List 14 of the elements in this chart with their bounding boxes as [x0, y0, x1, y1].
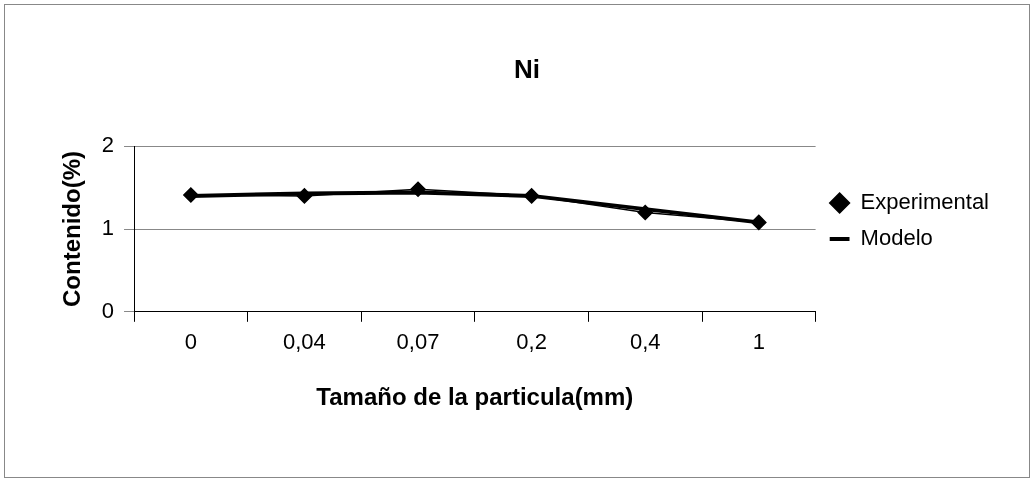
- y-tick-label: 0: [101, 297, 115, 323]
- x-tick-label: 0,04: [283, 329, 326, 355]
- x-axis-title: Tamaño de la particula(mm): [316, 383, 634, 411]
- y-tick-label: 2: [101, 132, 115, 158]
- x-tick-label: 1: [752, 329, 765, 355]
- legend-label: Modelo: [860, 225, 933, 251]
- x-tick-label: 0,4: [629, 329, 661, 355]
- chart-title: Ni: [514, 53, 540, 84]
- y-tick-label: 1: [101, 215, 115, 241]
- x-tick-label: 0: [184, 329, 197, 355]
- x-tick-label: 0,07: [396, 329, 440, 355]
- legend-label: Experimental: [860, 189, 989, 215]
- x-tick-label: 0,2: [516, 329, 547, 355]
- y-axis-title: Contenido(%): [58, 151, 86, 307]
